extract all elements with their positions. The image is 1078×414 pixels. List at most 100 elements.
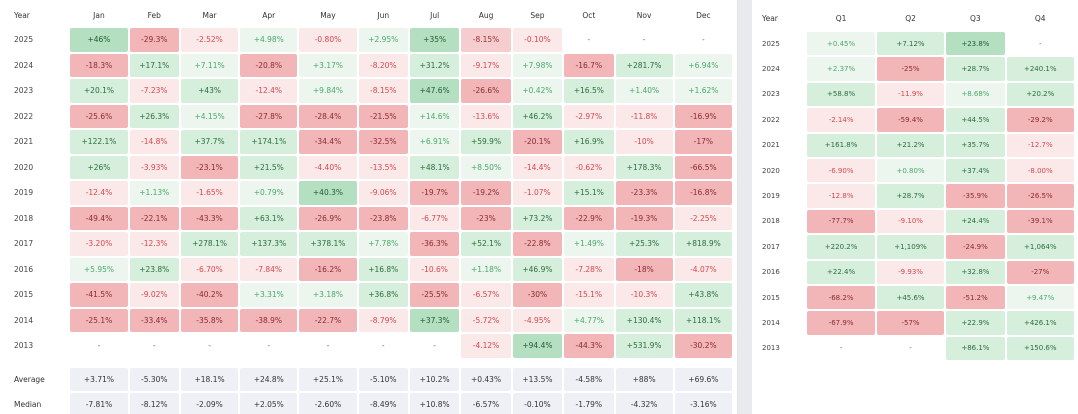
year-label: 2021	[762, 141, 780, 150]
return-cell: -4.95%	[512, 308, 563, 332]
return-cell: +2.37%	[807, 57, 875, 81]
return-cell: -9.10%	[876, 209, 945, 234]
median-cell: -6.57%	[461, 393, 511, 414]
quarterly-header-row: Year Q1 Q2 Q3 Q4	[756, 6, 1074, 30]
monthly-header-row: Year Jan Feb Mar Apr May Jun Jul Aug Sep Oct Nov Dec	[8, 4, 732, 26]
return-cell: +21.5%	[240, 155, 298, 179]
return-cell: +46.9%	[512, 257, 563, 281]
return-cell: +16.8%	[358, 257, 408, 281]
average-cell: +3.71%	[70, 367, 128, 391]
monthly-header-may: May	[320, 10, 336, 20]
return-cell: +0.42%	[512, 79, 563, 103]
return-cell: -4.07%	[674, 257, 732, 281]
return-cell: +28.7%	[946, 57, 1005, 81]
spacer-cell	[675, 360, 732, 366]
return-cell: -18%	[615, 257, 673, 281]
monthly-header-jan: Jan	[93, 10, 105, 20]
return-cell: +426.1%	[1006, 311, 1074, 335]
year-label: 2025	[762, 39, 780, 48]
return-cell: +1,064%	[1006, 235, 1074, 259]
median-cell: -8.12%	[129, 393, 179, 414]
return-cell: +1.40%	[615, 79, 673, 103]
monthly-header-mar: Mar	[202, 10, 217, 20]
return-cell: +28.7%	[876, 184, 945, 208]
return-cell: -16.2%	[299, 257, 357, 281]
return-cell: +531.9%	[615, 334, 673, 358]
monthly-row-2024: 2024 -18.3% +17.1% +7.11% -20.8% +3.17% -8.20%…	[8, 53, 732, 77]
return-cell: -20.1%	[512, 130, 563, 154]
return-cell: +52.1%	[461, 232, 511, 256]
return-cell: +35.7%	[946, 133, 1005, 157]
monthly-header-apr: Apr	[262, 10, 276, 20]
year-label: 2014	[14, 315, 34, 325]
return-cell: -38.9%	[240, 308, 298, 332]
average-cell: +25.1%	[299, 367, 357, 391]
average-cell: +24.8%	[240, 367, 298, 391]
median-cell: -4.32%	[615, 393, 673, 414]
return-cell: -	[839, 344, 843, 353]
return-cell: -	[1038, 39, 1042, 48]
return-cell: -	[642, 35, 646, 45]
quarterly-row-2021: 2021 +161.8% +21.2% +35.7% -12.7%	[756, 133, 1074, 157]
return-cell: -22.7%	[299, 308, 357, 332]
return-cell: +0.45%	[807, 32, 875, 56]
monthly-row-2015: 2015 -41.5% -9.02% -40.2% +3.31% +3.18% +36.8%…	[8, 283, 732, 307]
return-cell: +2.95%	[358, 28, 408, 52]
return-cell: -2.97%	[564, 104, 614, 128]
return-cell: +26.3%	[129, 104, 179, 128]
spacer-cell	[181, 360, 238, 366]
quarterly-body: 2025 +0.45% +7.12% +23.8% -2024 +2.37% -25% +28…	[756, 32, 1074, 361]
return-cell: -0.80%	[299, 28, 357, 52]
return-cell: +22.4%	[807, 260, 875, 284]
return-cell: -23.3%	[615, 181, 673, 205]
return-cell: -10.6%	[409, 257, 460, 281]
return-cell: +1,109%	[876, 235, 945, 259]
quarterly-row-2019: 2019 -12.8% +28.7% -35.9% -26.5%	[756, 184, 1074, 208]
quarterly-row-2022: 2022 -2.14% -59.4% +44.5% -29.2%	[756, 108, 1074, 132]
quarterly-header-q2: Q2	[905, 13, 916, 23]
return-cell: -59.4%	[876, 108, 945, 132]
return-cell: -4.40%	[299, 155, 357, 179]
return-cell: +1.18%	[461, 257, 511, 281]
return-cell: -36.3%	[409, 232, 460, 256]
return-cell: -12.8%	[807, 184, 875, 208]
return-cell: -18.3%	[70, 53, 128, 77]
return-cell: +46.2%	[512, 104, 563, 128]
return-cell: +37.4%	[946, 158, 1005, 183]
return-cell: -11.8%	[615, 104, 673, 128]
return-cell: +17.1%	[129, 53, 179, 77]
median-cell: -0.10%	[512, 393, 563, 414]
return-cell: +0.79%	[240, 181, 298, 205]
return-cell: -	[326, 341, 330, 351]
return-cell: +16.9%	[564, 130, 614, 154]
monthly-row-2016: 2016 +5.95% +23.8% -6.70% -7.84% -16.2% +16.8%…	[8, 257, 732, 281]
spacer-cell	[461, 360, 510, 366]
return-cell: -	[97, 341, 101, 351]
median-cell: -3.16%	[674, 393, 732, 414]
return-cell: +40.3%	[299, 181, 357, 205]
return-cell: -3.93%	[129, 155, 179, 179]
year-label: 2019	[762, 192, 780, 201]
return-cell: +7.12%	[876, 32, 945, 56]
return-cell: -	[909, 344, 912, 353]
monthly-row-2022: 2022 -25.6% +26.3% +4.15% -27.8% -28.4% -21.5%…	[8, 104, 732, 128]
return-cell: -14.8%	[129, 130, 179, 154]
year-label: 2015	[14, 290, 34, 300]
return-cell: -1.07%	[512, 181, 563, 205]
return-cell: +378.1%	[299, 232, 357, 256]
return-cell: -21.5%	[358, 104, 408, 128]
return-cell: -7.23%	[129, 79, 179, 103]
return-cell: +21.2%	[876, 133, 945, 157]
quarterly-header-q3: Q3	[970, 13, 981, 23]
year-label: 2020	[762, 166, 780, 175]
return-cell: +1.49%	[564, 232, 614, 256]
return-cell: +3.17%	[299, 53, 357, 77]
return-cell: -23%	[461, 206, 511, 230]
return-cell: -17%	[674, 130, 732, 154]
return-cell: +281.7%	[615, 53, 673, 77]
monthly-returns-panel: Year Jan Feb Mar Apr May Jun Jul Aug Sep Oct Nov Dec…	[8, 0, 738, 414]
monthly-row-2014: 2014 -25.1% -33.4% -35.8% -38.9% -22.7% -8.79%…	[8, 308, 732, 332]
return-cell: -35.8%	[180, 308, 239, 332]
return-cell: -6.77%	[409, 206, 460, 230]
return-cell: -26.9%	[299, 206, 357, 230]
